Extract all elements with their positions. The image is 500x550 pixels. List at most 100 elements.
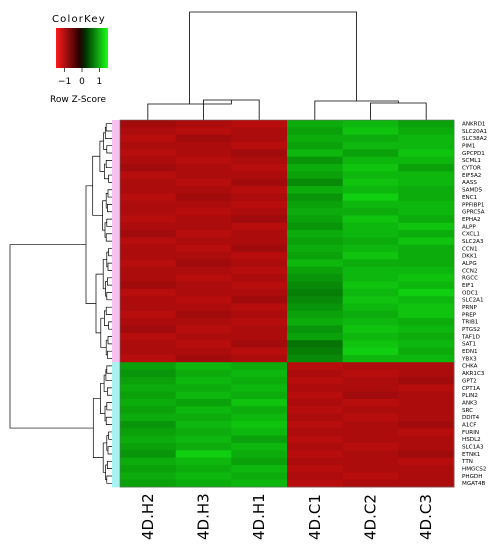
row-dendrogram-branch — [106, 292, 112, 301]
heatmap-cell — [175, 398, 232, 407]
row-dendrogram-branch — [107, 204, 112, 213]
heatmap-cell — [120, 186, 177, 194]
row-side-color — [112, 171, 120, 180]
row-dendrogram-branch — [106, 365, 112, 374]
heatmap-cell — [287, 149, 344, 158]
color-key: ColorKey −1 0 1 Row Z-Score — [50, 14, 108, 105]
row-side-color — [112, 208, 120, 216]
heatmap-cell — [287, 156, 344, 165]
heatmap-cell — [287, 332, 344, 341]
heatmap-cell — [342, 406, 399, 414]
heatmap-cell — [120, 259, 177, 268]
heatmap-cell — [120, 288, 177, 297]
heatmap-cell — [287, 134, 344, 143]
heatmap-cell — [342, 156, 399, 165]
heatmap-cell — [398, 208, 455, 216]
row-label: HSDL2 — [462, 437, 481, 443]
heatmap-cell — [342, 244, 399, 253]
heatmap-cell — [175, 442, 232, 451]
heatmap-cell — [231, 384, 288, 392]
row-label: PLIN2 — [462, 393, 478, 399]
row-dendrogram-branch — [107, 262, 112, 271]
heatmap-cell — [231, 369, 288, 378]
row-dendrogram-branch — [102, 200, 107, 231]
heatmap-cell — [231, 222, 288, 231]
row-side-color — [112, 450, 120, 459]
heatmap-cell — [342, 464, 399, 473]
heatmap-cell — [398, 325, 455, 334]
row-dendrogram-branch — [106, 475, 112, 484]
heatmap-cell — [398, 266, 455, 275]
row-label: EPHA2 — [462, 217, 481, 223]
heatmap-cell — [120, 435, 177, 444]
column-dendrogram-root — [189, 11, 357, 104]
heatmap-cell — [231, 281, 288, 290]
heatmap-cell — [398, 340, 455, 348]
heatmap-cell — [398, 281, 455, 290]
heatmap-cell — [398, 354, 455, 363]
column-label: 4D.H3 — [195, 493, 213, 540]
heatmap-cell — [231, 127, 288, 136]
column-label: 4D.H1 — [250, 493, 268, 540]
row-dendrogram-branch — [108, 431, 112, 440]
heatmap-cell — [231, 142, 288, 150]
heatmap-cell — [175, 193, 232, 202]
heatmap-cell — [287, 244, 344, 253]
heatmap-cell — [342, 398, 399, 407]
row-label: AASS — [462, 180, 477, 186]
heatmap-cell — [231, 303, 288, 312]
heatmap-cell — [342, 384, 399, 392]
heatmap-cell — [175, 222, 232, 231]
heatmap-cell — [175, 171, 232, 180]
heatmap-cell — [398, 296, 455, 304]
heatmap-cell — [175, 332, 232, 341]
heatmap-cell — [120, 420, 177, 429]
heatmap-cell — [342, 428, 399, 437]
row-label: SAMD5 — [462, 188, 483, 194]
color-key-ticks: −1 0 1 — [58, 68, 102, 87]
row-side-color — [112, 288, 120, 297]
row-label: PRNP — [462, 305, 477, 311]
heatmap-cell — [175, 464, 232, 473]
row-label: RGCC — [462, 276, 478, 282]
heatmap-cell — [120, 171, 177, 180]
heatmap-cell — [231, 420, 288, 429]
row-label: CYTOR — [462, 166, 481, 172]
color-key-xlabel: Row Z-Score — [50, 95, 107, 105]
row-dendrogram-branch — [102, 442, 107, 473]
heatmap-cell — [342, 164, 399, 172]
heatmap-cell — [120, 347, 177, 356]
heatmap-cell — [231, 464, 288, 473]
heatmap-cell — [342, 171, 399, 180]
heatmap-cell — [287, 215, 344, 224]
heatmap-cell — [175, 266, 232, 275]
row-side-color — [112, 222, 120, 231]
heatmap-cell — [342, 288, 399, 297]
row-side-color — [112, 428, 120, 437]
heatmap-cell — [342, 266, 399, 275]
heatmap-cell — [175, 252, 232, 260]
row-label: PPFIBP1 — [462, 202, 485, 208]
heatmap-cell — [175, 259, 232, 268]
heatmap-cell — [287, 347, 344, 356]
row-label: TTN — [461, 459, 473, 465]
row-label: GPRC5A — [462, 210, 485, 216]
heatmap-cell — [287, 318, 344, 326]
heatmap-cell — [231, 288, 288, 297]
heatmap-cell — [175, 428, 232, 437]
row-dendrogram-branch — [107, 460, 112, 469]
heatmap-cell — [175, 149, 232, 158]
heatmap-cell — [398, 134, 455, 143]
row-side-color — [112, 142, 120, 150]
heatmap-cell — [398, 376, 455, 385]
heatmap-cell — [120, 252, 177, 260]
heatmap-cell — [342, 193, 399, 202]
heatmap-cell — [398, 200, 455, 209]
heatmap-cell — [342, 318, 399, 326]
heatmap-cell — [342, 274, 399, 282]
row-label: SLC1A3 — [462, 444, 484, 450]
heatmap-cell — [120, 464, 177, 473]
heatmap-cell — [231, 479, 288, 488]
row-label: CPT1A — [462, 386, 480, 392]
heatmap-cell — [231, 362, 288, 370]
